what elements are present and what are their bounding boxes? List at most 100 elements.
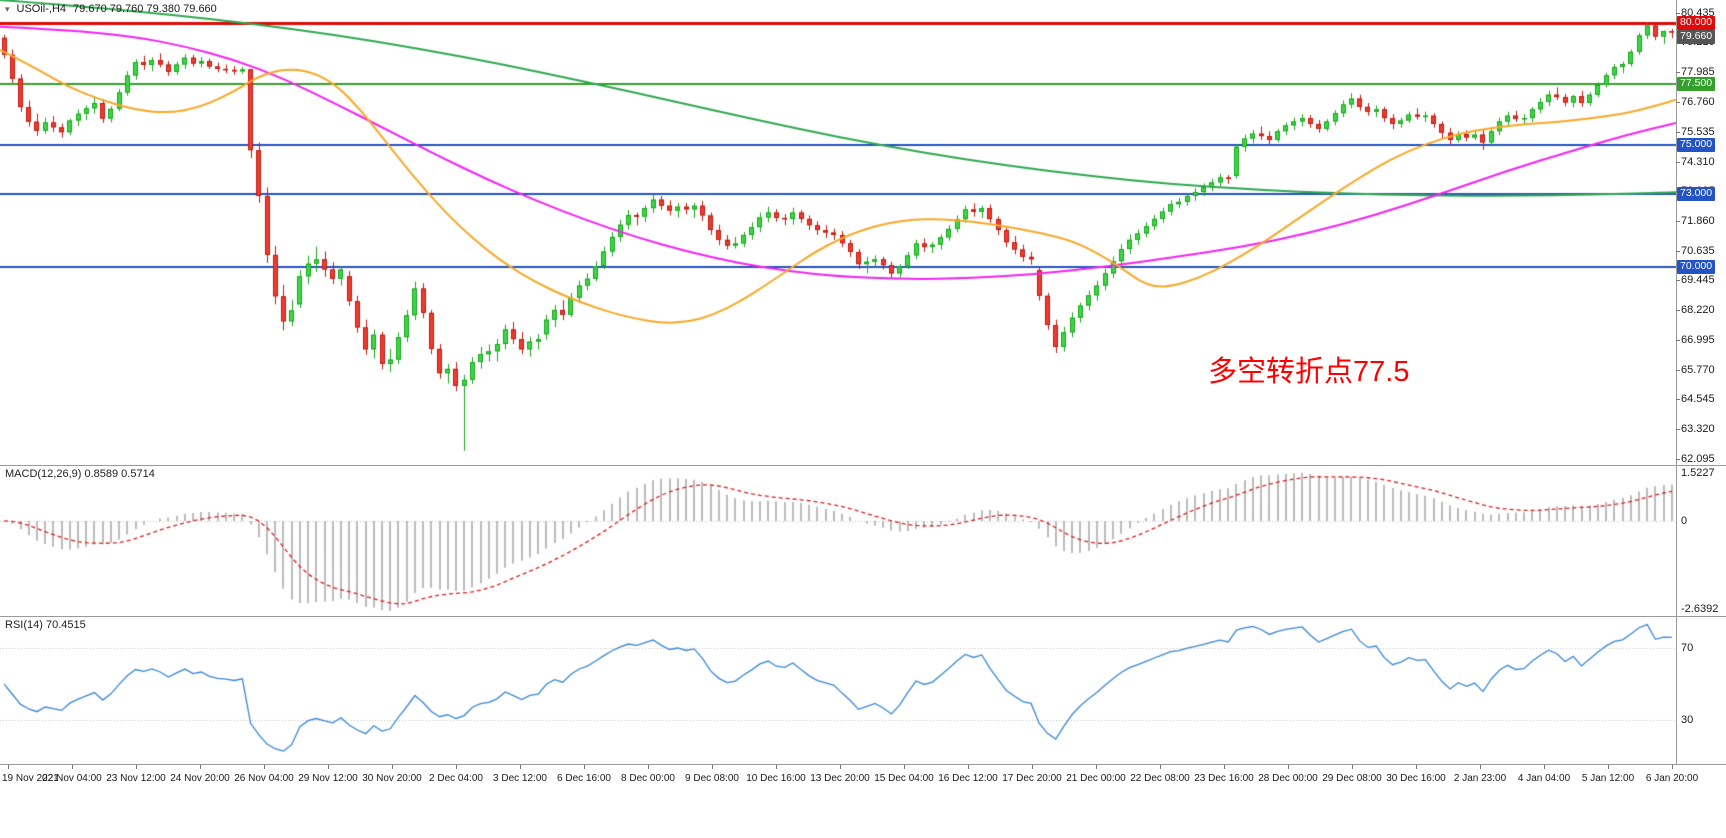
price-axis-line[interactable] — [1676, 0, 1677, 765]
panel-separator[interactable] — [0, 465, 1726, 466]
price-axis-label: 68.220 — [1681, 303, 1715, 316]
time-axis-tick — [72, 765, 73, 769]
price-axis-tick — [1676, 162, 1680, 163]
time-axis-tick — [264, 765, 265, 769]
price-axis-tick — [1676, 13, 1680, 14]
price-chart-canvas[interactable] — [0, 0, 1676, 465]
rsi-label: RSI(14) 70.4515 — [5, 619, 86, 631]
price-axis-label: 63.320 — [1681, 423, 1715, 436]
chart-title: ▾ USOil-,H4 79.670 79.760 79.380 79.660 — [5, 3, 217, 15]
price-axis-tick — [1676, 102, 1680, 103]
price-axis-tick — [1676, 280, 1680, 281]
time-axis[interactable]: 19 Nov 2021 22 Nov 04:00 23 Nov 12:00 24 No… — [0, 764, 1726, 791]
price-axis-label: 75.535 — [1681, 125, 1715, 138]
macd-panel: MACD(12,26,9) 0.8589 0.5714 1.5227 0 -2.63… — [0, 466, 1726, 616]
time-axis-tick — [1096, 765, 1097, 769]
price-axis-tick — [1676, 132, 1680, 133]
time-axis-label: 16 Dec 12:00 — [938, 773, 998, 784]
time-axis-tick — [712, 765, 713, 769]
time-axis-tick — [584, 765, 585, 769]
time-axis-tick — [1544, 765, 1545, 769]
price-axis-tick — [1676, 72, 1680, 73]
time-axis-tick — [904, 765, 905, 769]
hline-price-badge: 73.000 — [1677, 186, 1716, 201]
time-axis-label: 3 Dec 12:00 — [493, 773, 547, 784]
time-axis-tick — [776, 765, 777, 769]
time-axis-tick — [1224, 765, 1225, 769]
panel-separator[interactable] — [0, 616, 1726, 617]
time-axis-tick — [328, 765, 329, 769]
rsi-axis-label: 70 — [1681, 641, 1694, 654]
price-axis-tick — [1676, 459, 1680, 460]
time-axis-label: 6 Dec 16:00 — [557, 773, 611, 784]
time-axis-tick — [200, 765, 201, 769]
price-axis-tick — [1676, 370, 1680, 371]
hline-price-badge: 70.000 — [1677, 259, 1716, 274]
macd-axis-label: -2.6392 — [1681, 603, 1719, 615]
price-axis-tick — [1676, 340, 1680, 341]
price-axis-tick — [1676, 399, 1680, 400]
time-axis-label: 23 Dec 16:00 — [1194, 773, 1254, 784]
time-axis-label: 5 Jan 12:00 — [1581, 773, 1635, 784]
time-axis-tick — [648, 765, 649, 769]
time-axis-label: 24 Nov 20:00 — [170, 773, 230, 784]
time-axis-label: 21 Dec 00:00 — [1066, 773, 1126, 784]
time-axis-label: 22 Nov 04:00 — [42, 773, 102, 784]
price-axis-label: 64.545 — [1681, 393, 1715, 406]
time-axis-label: 2 Dec 04:00 — [429, 773, 483, 784]
time-axis-tick — [1608, 765, 1609, 769]
time-axis-tick — [1352, 765, 1353, 769]
current-price-badge: 79.660 — [1677, 29, 1716, 44]
rsi-axis-label: 30 — [1681, 714, 1694, 727]
time-axis-tick — [840, 765, 841, 769]
time-axis-label: 10 Dec 16:00 — [746, 773, 806, 784]
time-axis-label: 23 Nov 12:00 — [106, 773, 166, 784]
time-axis-label: 30 Nov 20:00 — [362, 773, 422, 784]
time-axis-label: 26 Nov 04:00 — [234, 773, 294, 784]
price-axis-label: 80.435 — [1681, 6, 1715, 19]
price-axis-label: 62.095 — [1681, 453, 1715, 466]
price-axis-tick — [1676, 310, 1680, 311]
time-axis-tick — [1032, 765, 1033, 769]
price-axis-tick — [1676, 251, 1680, 252]
time-axis-label: 13 Dec 20:00 — [810, 773, 870, 784]
price-chart-panel: ▾ USOil-,H4 79.670 79.760 79.380 79.660 … — [0, 0, 1716, 466]
time-axis-label: 2 Jan 23:00 — [1453, 773, 1507, 784]
time-axis-tick — [1160, 765, 1161, 769]
time-axis-tick — [136, 765, 137, 769]
time-axis-label: 22 Dec 08:00 — [1130, 773, 1190, 784]
time-axis-tick — [456, 765, 457, 769]
hline-price-badge: 80.000 — [1677, 16, 1716, 31]
rsi-panel: RSI(14) 70.4515 70 30 — [0, 617, 1726, 764]
macd-axis-label: 1.5227 — [1681, 467, 1715, 479]
price-axis-label: 71.860 — [1681, 215, 1715, 228]
time-axis-label: 17 Dec 20:00 — [1002, 773, 1062, 784]
time-axis-tick — [1672, 765, 1673, 769]
symbol-timeframe-label: USOil-,H4 — [16, 3, 67, 15]
time-axis-label: 8 Dec 00:00 — [621, 773, 675, 784]
time-axis-tick — [968, 765, 969, 769]
price-axis-label: 69.445 — [1681, 274, 1715, 287]
price-axis-label: 66.995 — [1681, 333, 1715, 346]
hline-price-badge: 75.000 — [1677, 137, 1716, 152]
time-axis-label: 15 Dec 04:00 — [874, 773, 934, 784]
macd-axis-label: 0 — [1681, 514, 1688, 527]
time-axis-label: 6 Jan 20:00 — [1645, 773, 1699, 784]
time-axis-tick — [1480, 765, 1481, 769]
price-axis-tick — [1676, 221, 1680, 222]
time-axis-tick — [1288, 765, 1289, 769]
rsi-indicator-canvas[interactable] — [0, 617, 1676, 764]
macd-label: MACD(12,26,9) 0.8589 0.5714 — [5, 468, 155, 480]
hline-price-badge: 77.500 — [1677, 76, 1716, 91]
price-axis-label: 76.760 — [1681, 96, 1715, 108]
time-axis-tick — [392, 765, 393, 769]
time-axis-label: 9 Dec 08:00 — [685, 773, 739, 784]
time-axis-label: 29 Dec 08:00 — [1322, 773, 1382, 784]
price-axis-label: 65.770 — [1681, 363, 1715, 376]
time-axis-tick — [8, 765, 9, 769]
symbol-dropdown-icon[interactable]: ▾ — [5, 3, 10, 14]
price-axis-label: 77.985 — [1681, 66, 1715, 79]
macd-indicator-canvas[interactable] — [0, 466, 1676, 616]
ohlc-values: 79.670 79.760 79.380 79.660 — [73, 3, 217, 15]
